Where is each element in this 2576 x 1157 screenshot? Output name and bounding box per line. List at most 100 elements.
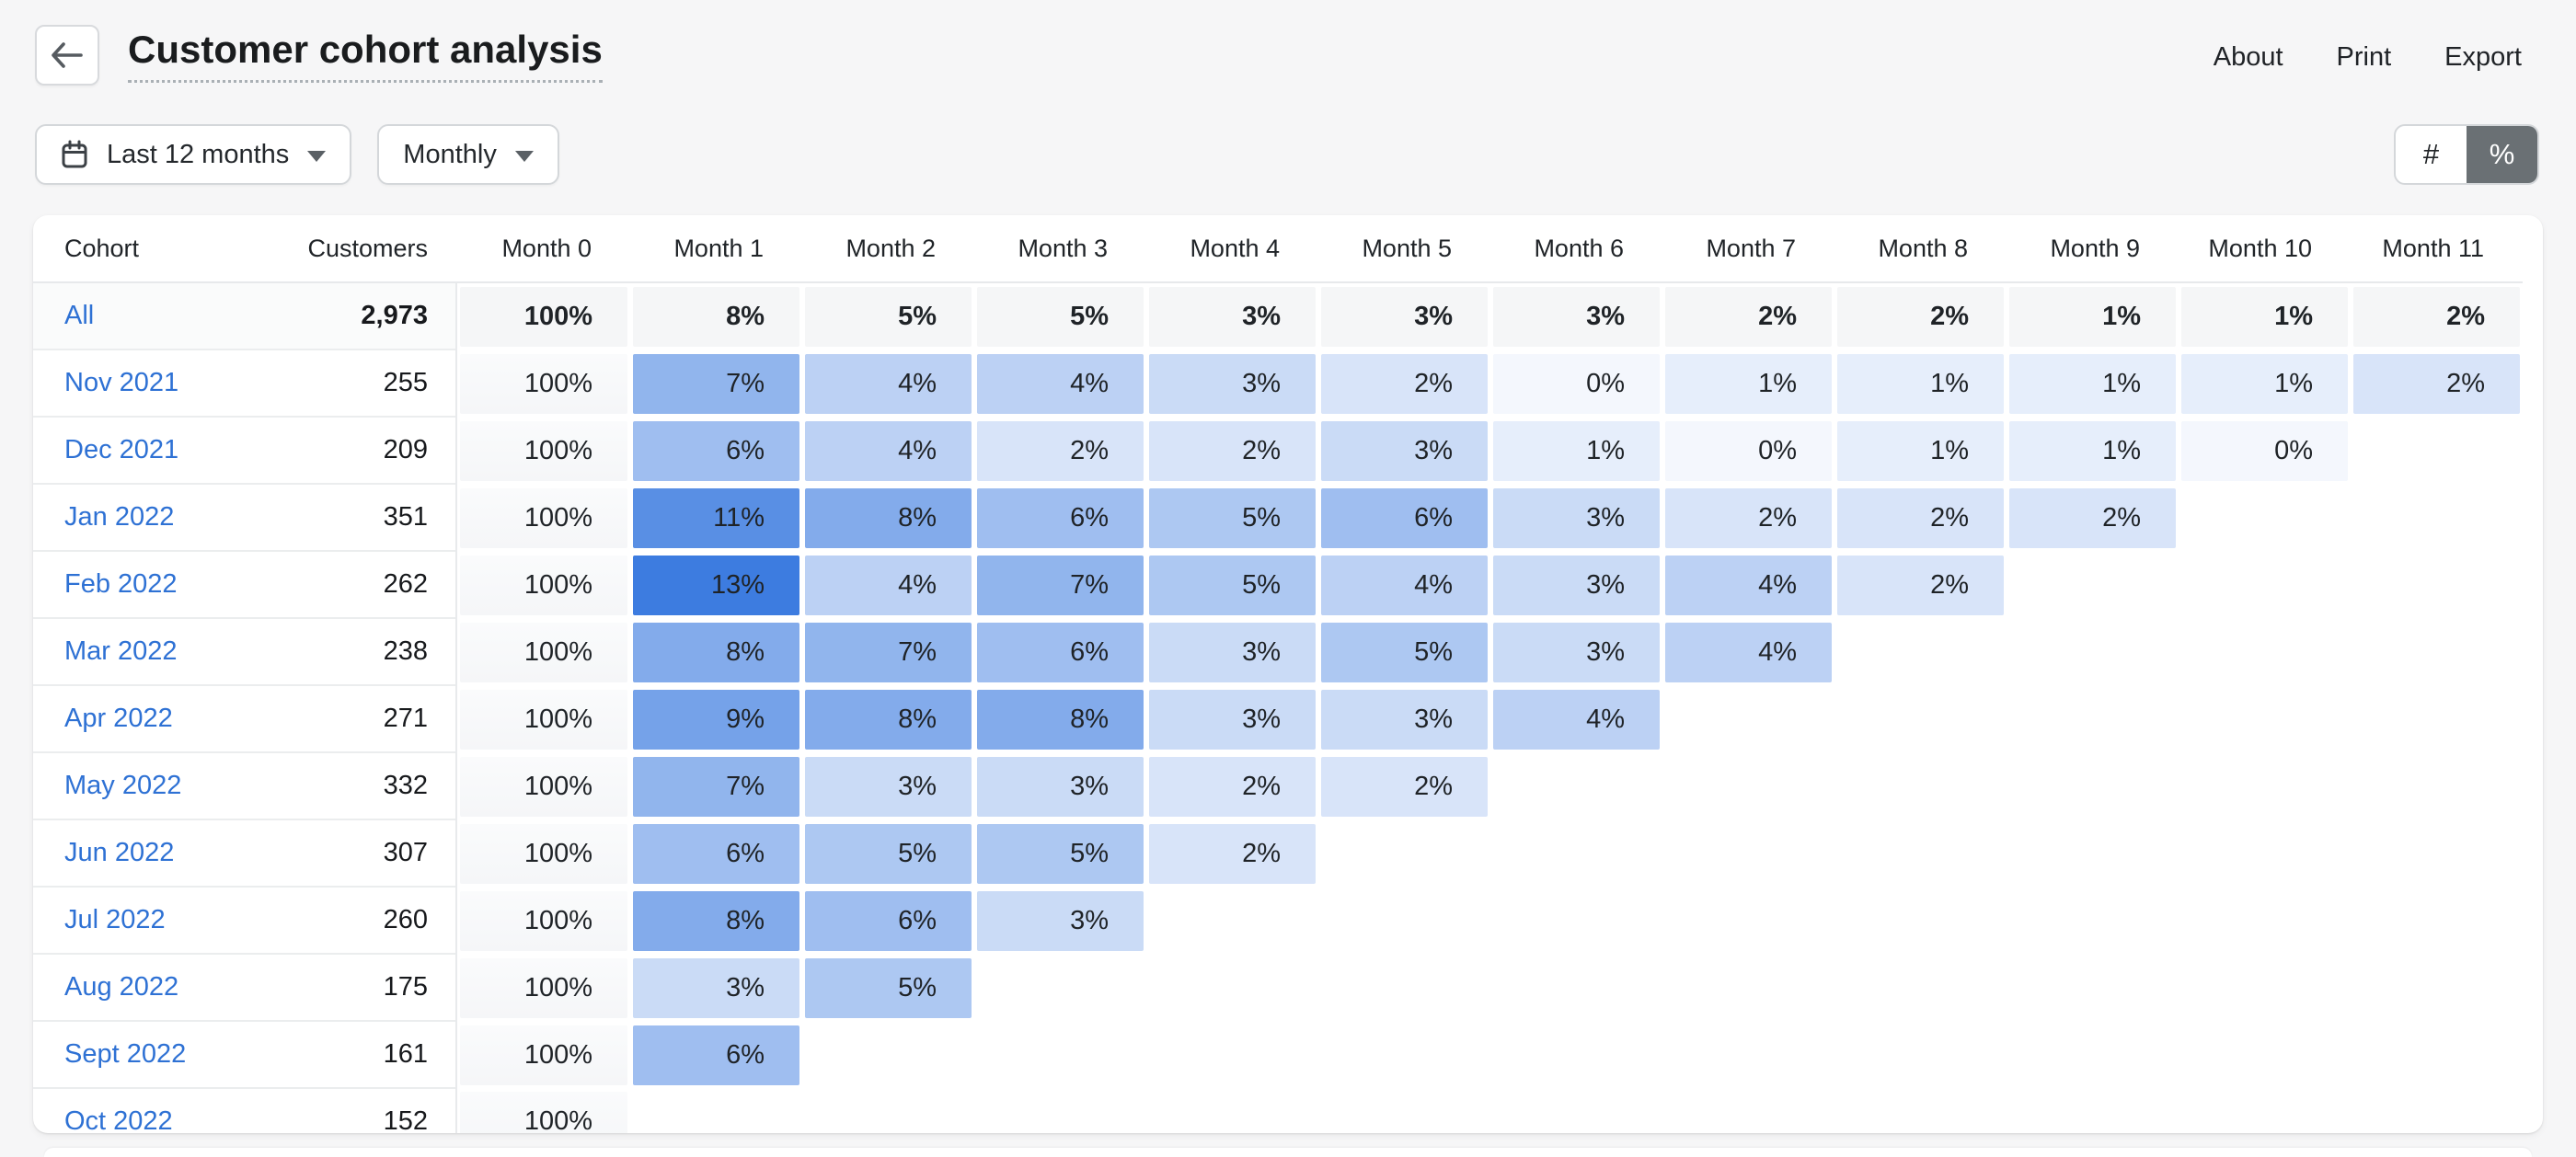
month-cell: 1%: [1662, 350, 1834, 418]
month-cell: [2179, 686, 2351, 753]
month-cell: 7%: [630, 350, 802, 418]
heat-cell: 9%: [633, 690, 799, 750]
cohort-cell: Dec 2021: [33, 418, 263, 485]
month-cell: 4%: [802, 418, 974, 485]
month-cell: [2351, 485, 2523, 552]
month-cell: [974, 1022, 1146, 1089]
cohort-link[interactable]: Jan 2022: [64, 502, 175, 532]
month-cell: 1%: [2179, 283, 2351, 350]
cohort-link[interactable]: Feb 2022: [64, 569, 178, 599]
month0-cell: 100%: [455, 350, 630, 418]
month-cell: 2%: [2351, 350, 2523, 418]
month-cell: [974, 955, 1146, 1022]
heat-cell: 6%: [977, 488, 1144, 548]
cohort-link[interactable]: Apr 2022: [64, 704, 173, 733]
month-cell: 13%: [630, 552, 802, 619]
month-cell: [1318, 820, 1490, 888]
heat-cell: 6%: [805, 891, 972, 951]
about-link[interactable]: About: [2213, 42, 2283, 72]
month0-cell: 100%: [455, 955, 630, 1022]
heat-cell: 11%: [633, 488, 799, 548]
page-title[interactable]: Customer cohort analysis: [128, 28, 603, 84]
chevron-down-icon: [307, 150, 327, 162]
month-cell: [1662, 1022, 1834, 1089]
customers-cell: 175: [263, 955, 455, 1022]
heat-cell: 2%: [1321, 354, 1488, 414]
heat-cell: 1%: [1665, 354, 1832, 414]
month-cell: 2%: [1834, 283, 2007, 350]
heat-cell: 100%: [460, 354, 627, 414]
cohort-link[interactable]: Aug 2022: [64, 972, 179, 1002]
table-row: Nov 2021 255 100% 7% 4% 4% 3% 2% 0% 1% 1% 1% 1% 2%: [33, 350, 2523, 418]
date-range-dropdown[interactable]: Last 12 months: [35, 124, 352, 185]
heat-cell: 2%: [1149, 421, 1316, 481]
month0-cell: 100%: [455, 820, 630, 888]
heat-cell: 0%: [2181, 421, 2348, 481]
heat-cell: 3%: [1493, 287, 1660, 347]
column-header: Month 5: [1318, 215, 1490, 283]
heat-cell: 2%: [2009, 488, 2176, 548]
month-cell: 8%: [802, 485, 974, 552]
month-cell: 3%: [630, 955, 802, 1022]
month-cell: 2%: [2007, 485, 2179, 552]
month-cell: 4%: [1490, 686, 1662, 753]
month-cell: [1834, 1089, 2007, 1133]
heat-cell: 5%: [805, 824, 972, 884]
cohort-cell: All: [33, 283, 263, 350]
month0-cell: 100%: [455, 485, 630, 552]
month-cell: [2179, 485, 2351, 552]
date-range-label: Last 12 months: [107, 139, 290, 169]
month-cell: 2%: [1146, 418, 1318, 485]
month-cell: [2351, 955, 2523, 1022]
heat-cell: 6%: [977, 623, 1144, 682]
column-header: Customers: [263, 215, 455, 283]
month-cell: 3%: [1146, 283, 1318, 350]
table-row: Jan 2022 351 100% 11% 8% 6% 5% 6% 3% 2% 2% 2%: [33, 485, 2523, 552]
heat-cell: 2%: [977, 421, 1144, 481]
count-mode-button[interactable]: #: [2422, 138, 2440, 170]
customers-cell: 152: [383, 1106, 428, 1133]
month-cell: 5%: [1318, 619, 1490, 686]
month-cell: 0%: [1662, 418, 1834, 485]
heat-cell: 5%: [977, 824, 1144, 884]
column-header: Month 9: [2007, 215, 2179, 283]
month-cell: 2%: [1318, 753, 1490, 820]
back-button[interactable]: [35, 25, 99, 86]
cohort-link[interactable]: All: [64, 301, 95, 330]
export-link[interactable]: Export: [2444, 42, 2522, 72]
cohort-link[interactable]: Dec 2021: [64, 435, 179, 464]
month-cell: 2%: [974, 418, 1146, 485]
print-link[interactable]: Print: [2336, 42, 2392, 72]
month-cell: [1146, 1089, 1318, 1133]
cohort-link[interactable]: May 2022: [64, 771, 182, 800]
cohort-link[interactable]: Jul 2022: [64, 905, 166, 934]
heat-cell: 7%: [633, 757, 799, 817]
table-row: Oct 2022 152 100%: [33, 1089, 2523, 1133]
cohort-cell: May 2022: [33, 753, 263, 820]
month-cell: [1662, 955, 1834, 1022]
granularity-dropdown[interactable]: Monthly: [377, 124, 559, 185]
heat-cell: 5%: [977, 287, 1144, 347]
month-cell: 2%: [1318, 350, 1490, 418]
cohort-link[interactable]: Sept 2022: [64, 1039, 187, 1069]
month-cell: [2351, 686, 2523, 753]
table-row: Apr 2022 271 100% 9% 8% 8% 3% 3% 4%: [33, 686, 2523, 753]
table-row: All 2,973 100% 8% 5% 5% 3% 3% 3% 2% 2% 1% 1% 2%: [33, 283, 2523, 350]
heat-cell: 6%: [633, 421, 799, 481]
cohort-link[interactable]: Mar 2022: [64, 636, 178, 666]
heat-cell: 3%: [1149, 690, 1316, 750]
month-cell: 2%: [1662, 283, 1834, 350]
month-cell: 5%: [802, 283, 974, 350]
heat-cell: 4%: [1665, 623, 1832, 682]
cohort-link[interactable]: Nov 2021: [64, 368, 179, 397]
cohort-link[interactable]: Jun 2022: [64, 838, 175, 867]
heat-cell: 7%: [977, 556, 1144, 615]
customers-cell: 255: [263, 350, 455, 418]
month0-cell: 100%: [455, 753, 630, 820]
cohort-link[interactable]: Oct 2022: [64, 1106, 173, 1133]
heat-cell: 5%: [1149, 488, 1316, 548]
heat-cell: 2%: [1149, 824, 1316, 884]
month-cell: [2179, 619, 2351, 686]
percent-mode-button[interactable]: %: [2467, 126, 2537, 183]
month-cell: 8%: [630, 888, 802, 955]
